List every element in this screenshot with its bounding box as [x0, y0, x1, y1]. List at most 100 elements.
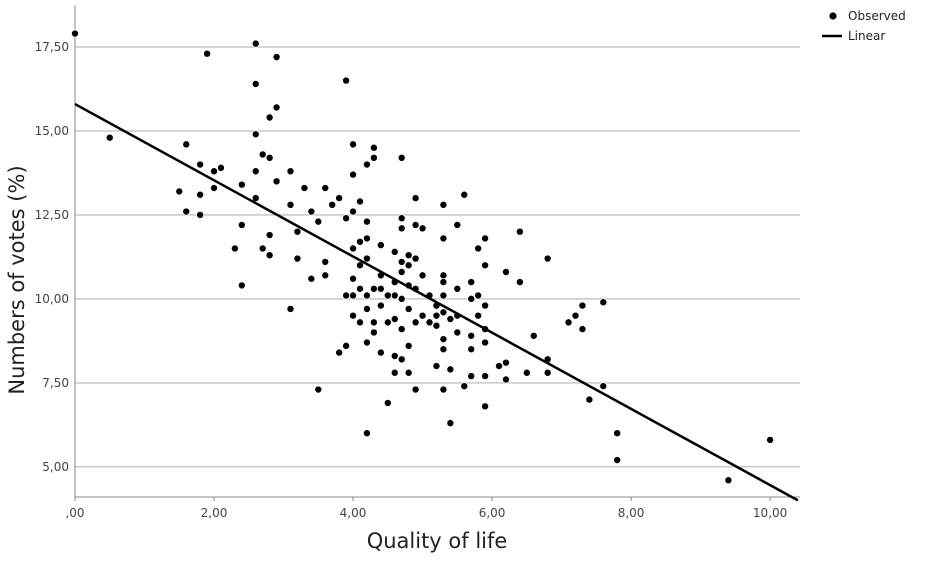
- point: [71, 29, 80, 38]
- point: [258, 244, 267, 253]
- point: [397, 153, 406, 162]
- x-tick-label: 8,00: [618, 506, 645, 520]
- point: [578, 301, 587, 310]
- point: [724, 476, 733, 485]
- point: [599, 382, 608, 391]
- point: [397, 224, 406, 233]
- point: [196, 210, 205, 219]
- point: [425, 318, 434, 327]
- point: [251, 167, 260, 176]
- point: [376, 348, 385, 357]
- point: [196, 160, 205, 169]
- point: [355, 284, 364, 293]
- point: [286, 304, 295, 313]
- y-tick-label: 10,00: [35, 292, 69, 306]
- point: [481, 372, 490, 381]
- point: [397, 257, 406, 266]
- point: [383, 318, 392, 327]
- point: [390, 247, 399, 256]
- point: [397, 214, 406, 223]
- point: [349, 291, 358, 300]
- point: [251, 79, 260, 88]
- point: [411, 194, 420, 203]
- point: [355, 318, 364, 327]
- point: [314, 385, 323, 394]
- point: [543, 368, 552, 377]
- point: [237, 281, 246, 290]
- point: [203, 49, 212, 58]
- point: [439, 234, 448, 243]
- point: [362, 304, 371, 313]
- y-tick-label: 12,50: [35, 208, 69, 222]
- point: [418, 271, 427, 280]
- point: [182, 207, 191, 216]
- point: [613, 456, 622, 465]
- point: [467, 331, 476, 340]
- point: [467, 372, 476, 381]
- point: [585, 395, 594, 404]
- point: [578, 325, 587, 334]
- point: [397, 355, 406, 364]
- point: [460, 190, 469, 199]
- point: [349, 311, 358, 320]
- point: [369, 143, 378, 152]
- point: [258, 150, 267, 159]
- point: [390, 315, 399, 324]
- point: [321, 184, 330, 193]
- point: [376, 241, 385, 250]
- point: [439, 335, 448, 344]
- point: [404, 304, 413, 313]
- legend-swatch: [829, 12, 837, 20]
- point: [390, 351, 399, 360]
- point: [196, 190, 205, 199]
- point: [369, 153, 378, 162]
- point: [182, 140, 191, 149]
- point: [314, 217, 323, 226]
- point: [397, 267, 406, 276]
- x-tick-label: ,00: [65, 506, 84, 520]
- point: [467, 345, 476, 354]
- point: [453, 284, 462, 293]
- point: [251, 130, 260, 139]
- fit-line: [74, 102, 799, 502]
- x-axis-label: Quality of life: [367, 529, 508, 553]
- point: [432, 321, 441, 330]
- point: [564, 318, 573, 327]
- point: [376, 284, 385, 293]
- point: [453, 220, 462, 229]
- point: [411, 220, 420, 229]
- point: [404, 261, 413, 270]
- x-tick-label: 2,00: [201, 506, 228, 520]
- point: [293, 227, 302, 236]
- y-tick-label: 7,50: [42, 376, 69, 390]
- point: [342, 291, 351, 300]
- point: [418, 224, 427, 233]
- point: [342, 341, 351, 350]
- point: [349, 207, 358, 216]
- point: [265, 251, 274, 260]
- point: [321, 271, 330, 280]
- x-tick-label: 10,00: [753, 506, 787, 520]
- point: [286, 167, 295, 176]
- y-tick-label: 17,50: [35, 40, 69, 54]
- point: [453, 328, 462, 337]
- point: [293, 254, 302, 263]
- point: [460, 382, 469, 391]
- point: [362, 429, 371, 438]
- point: [175, 187, 184, 196]
- point: [474, 244, 483, 253]
- point: [265, 113, 274, 122]
- point: [390, 291, 399, 300]
- point: [481, 261, 490, 270]
- point: [613, 429, 622, 438]
- point: [515, 278, 524, 287]
- point: [355, 237, 364, 246]
- point: [237, 220, 246, 229]
- point: [404, 341, 413, 350]
- point: [210, 167, 219, 176]
- point: [404, 368, 413, 377]
- point: [481, 402, 490, 411]
- point: [251, 39, 260, 48]
- point: [439, 291, 448, 300]
